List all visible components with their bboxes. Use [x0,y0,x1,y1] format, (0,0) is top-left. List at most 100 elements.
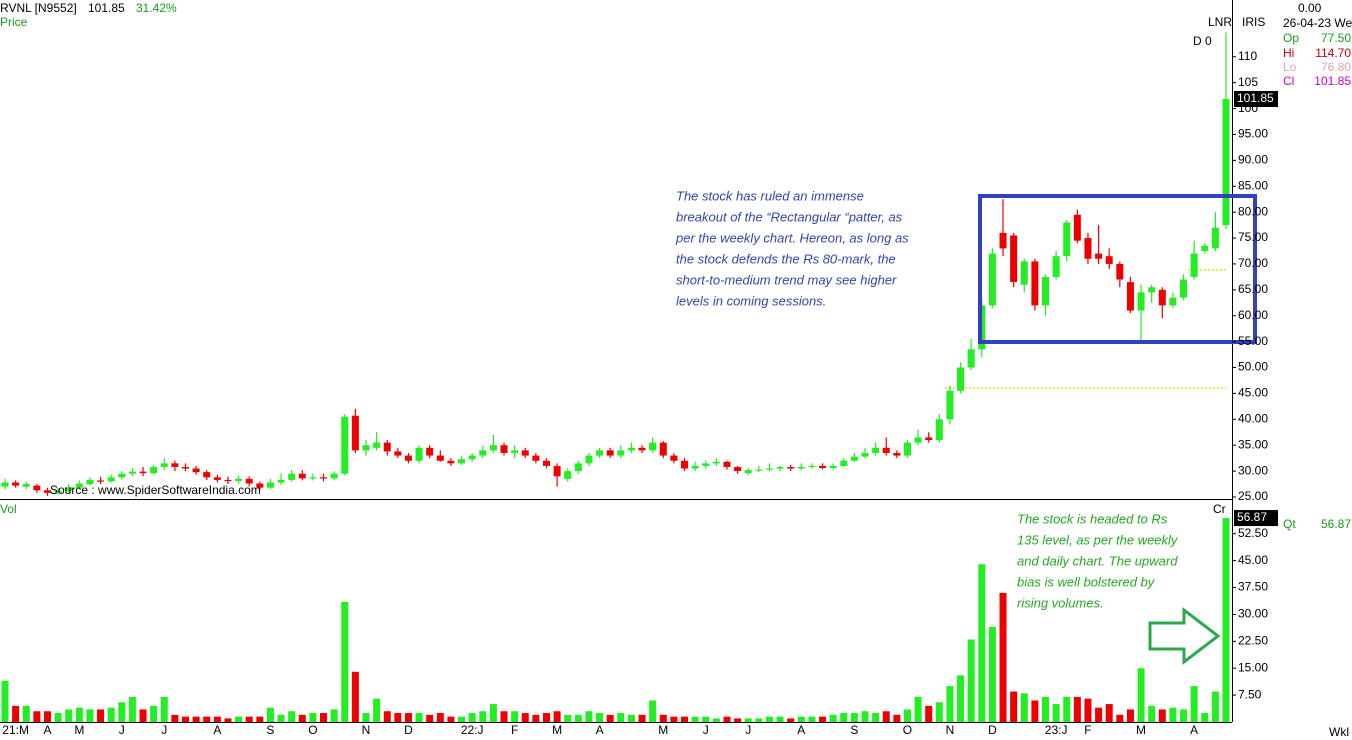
volume-bar [245,716,253,722]
candle-body [999,232,1007,249]
y-tick-label: 15.00 [1238,660,1268,674]
volume-bar [596,713,604,722]
candle-body [181,466,189,469]
annotation: short-to-medium trend may see higher [676,272,897,287]
rectangle-pattern-box [978,194,1257,344]
candle-body [1148,287,1156,293]
candle-body [107,477,115,482]
candle-body [1,482,9,487]
volume-bar [925,705,933,722]
volume-bar [627,714,635,722]
x-tick-label: A [797,723,805,737]
x-tick-label: J [161,723,167,737]
candle-body [341,416,349,474]
candle-body [691,465,699,469]
candle-body [1063,222,1071,257]
volume-bar [500,711,508,722]
candle-body [288,473,296,480]
annotation: bias is well bolstered by [1017,574,1156,589]
candle-body [394,451,402,456]
candle-body [723,461,731,467]
volume-bar [458,716,466,722]
volume-bar [702,716,710,722]
volume-bar [1084,698,1092,722]
volume-bar [1073,696,1081,722]
candle-body [988,253,996,306]
candle-body [946,390,954,420]
candle-body [1095,253,1103,259]
y-tick-label: 35.00 [1238,437,1268,451]
volume-bar [882,711,890,722]
volume-bar [394,713,402,722]
volume-bar [118,702,126,722]
candle-body [808,465,816,468]
volume-bar [383,711,391,722]
y-tick-label: 22.50 [1238,633,1268,647]
candle-body [12,482,20,486]
volume-bar [203,716,211,722]
volume-bar [288,711,296,722]
y-tick-label: 60.00 [1238,308,1268,322]
x-tick-label: S [850,723,858,737]
volume-bar [1052,704,1060,722]
volume-bar [1010,691,1018,722]
x-tick-label: A [43,723,51,737]
info-value: 77.50 [1321,31,1351,45]
candle-body [903,442,911,456]
volume-bar [22,705,30,722]
volume-bar [97,709,105,722]
candle-body [1031,261,1039,306]
candle-body [1169,297,1177,306]
candle-body [224,479,232,482]
symbol: RVNL [N9552] [0,1,77,15]
candle-body [277,479,285,483]
volume-bar [553,711,561,722]
candle-body [585,455,593,464]
y-tick-label: 30.00 [1238,463,1268,477]
candle-body [712,461,720,464]
lnr: LNR [1208,15,1232,29]
volume-bar [511,711,519,722]
candle-body [33,485,41,491]
candle-body [447,460,455,464]
x-tick-label: 23:J [1045,723,1068,737]
candle-body [22,484,30,487]
change: 31.42% [136,1,177,15]
volume-bar [734,718,742,722]
volume-bar [1063,696,1071,722]
candle-body [596,450,604,456]
y-tick-label: 52.50 [1238,526,1268,540]
x-tick-label: 22:J [461,723,484,737]
candle-body [192,468,200,473]
period: Wkl [1329,725,1349,739]
candle-body [404,455,412,461]
candle-body [54,490,62,493]
candle-body [670,455,678,461]
iris: IRIS [1242,15,1265,29]
annotation: the stock defends the Rs 80-mark, the [676,251,896,266]
volume-bar [1137,668,1145,722]
volume-badge-label: 56.87 [1237,510,1267,524]
volume-bar [1180,709,1188,722]
candle-body [500,445,508,453]
volume-bar [362,713,370,722]
candle-body [373,442,381,448]
candle-body [1137,292,1145,311]
volume-bar [1158,709,1166,722]
candle-body [97,480,105,482]
volume-bar [585,711,593,722]
volume-bar [128,696,136,722]
volume-bar [850,713,858,722]
volume-bar [670,716,678,722]
candle-body [1010,235,1018,283]
date: 26-04-23 We [1283,16,1352,30]
volume-bar [1,680,9,722]
volume-bar [988,626,996,722]
y-tick-label: 7.50 [1238,687,1262,701]
volume-bar [54,713,62,722]
candle-body [458,459,466,464]
candle-body [861,452,869,457]
info-value: 114.70 [1315,46,1351,60]
x-tick-label: F [1084,723,1091,737]
